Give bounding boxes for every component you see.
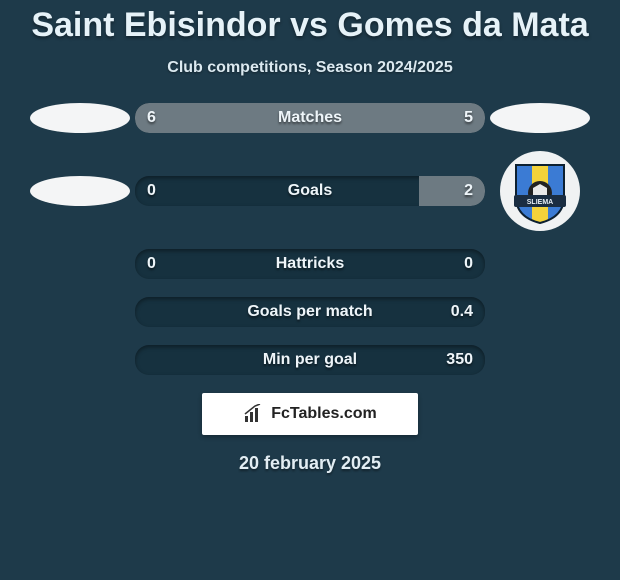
brand-text: FcTables.com (271, 405, 377, 423)
bar-chart-icon (243, 404, 265, 424)
stat-label: Goals (135, 176, 485, 206)
player-right-club-crest: SLIEMA (500, 151, 580, 231)
crest-svg: SLIEMA (500, 151, 580, 231)
stat-row: 0 2 Goals (0, 151, 620, 231)
infographic: Saint Ebisindor vs Gomes da Mata Club co… (0, 0, 620, 580)
stat-bar: 0 2 Goals (135, 176, 485, 206)
subtitle: Club competitions, Season 2024/2025 (0, 59, 620, 77)
stat-label: Min per goal (135, 345, 485, 375)
stat-label: Matches (135, 103, 485, 133)
stat-bar: 350 Min per goal (135, 345, 485, 375)
stat-row: 6 5 Matches (0, 103, 620, 133)
stat-row: 350 Min per goal (0, 345, 620, 375)
stat-bar: 0 0 Hattricks (135, 249, 485, 279)
stat-bar: 0.4 Goals per match (135, 297, 485, 327)
stat-bar: 6 5 Matches (135, 103, 485, 133)
right-badge-cell: SLIEMA (485, 151, 595, 231)
left-badge-cell (25, 176, 135, 206)
right-badge-cell (485, 103, 595, 133)
svg-text:SLIEMA: SLIEMA (527, 199, 553, 206)
stat-row: 0 0 Hattricks (0, 249, 620, 279)
stat-label: Hattricks (135, 249, 485, 279)
date-text: 20 february 2025 (0, 453, 620, 474)
stat-row: 0.4 Goals per match (0, 297, 620, 327)
stat-label: Goals per match (135, 297, 485, 327)
player-right-badge-placeholder (490, 103, 590, 133)
brand-badge: FcTables.com (202, 393, 418, 435)
player-left-badge-placeholder (30, 103, 130, 133)
stats-rows: 6 5 Matches 0 2 Goals (0, 103, 620, 375)
left-badge-cell (25, 103, 135, 133)
player-left-club-placeholder (30, 176, 130, 206)
page-title: Saint Ebisindor vs Gomes da Mata (0, 0, 620, 45)
